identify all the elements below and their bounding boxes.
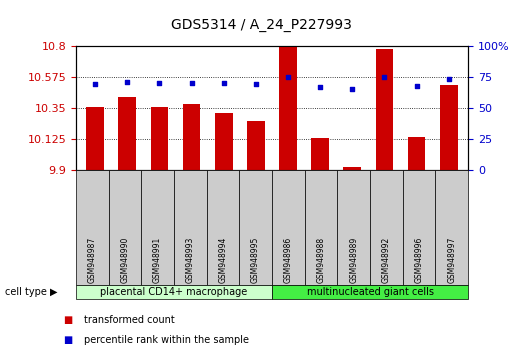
Text: GSM948992: GSM948992 [382, 237, 391, 283]
Point [123, 79, 131, 85]
Point [380, 74, 389, 80]
Bar [118, 97, 136, 170]
Bar [86, 107, 104, 170]
Bar [376, 50, 393, 170]
Bar [247, 121, 265, 170]
Text: placental CD14+ macrophage: placental CD14+ macrophage [100, 287, 247, 297]
Bar [279, 46, 297, 170]
Text: GSM948994: GSM948994 [219, 237, 228, 283]
Text: GSM948986: GSM948986 [284, 237, 293, 283]
Bar [344, 167, 361, 170]
Text: percentile rank within the sample: percentile rank within the sample [84, 335, 248, 345]
Text: GDS5314 / A_24_P227993: GDS5314 / A_24_P227993 [171, 18, 352, 32]
Text: cell type ▶: cell type ▶ [5, 287, 58, 297]
Bar [408, 137, 426, 170]
Point [252, 82, 260, 87]
Text: GSM948991: GSM948991 [153, 237, 162, 283]
Bar [215, 113, 233, 170]
Bar [151, 107, 168, 170]
Point [187, 80, 196, 86]
Point [413, 83, 421, 88]
Bar [440, 85, 458, 170]
Point [91, 82, 99, 87]
Text: ■: ■ [63, 315, 72, 325]
Point [348, 86, 357, 92]
Text: GSM948997: GSM948997 [447, 237, 456, 283]
Point [284, 74, 292, 80]
Text: ■: ■ [63, 335, 72, 345]
Text: GSM948989: GSM948989 [349, 237, 358, 283]
Point [316, 84, 324, 90]
Text: GSM948988: GSM948988 [316, 237, 325, 283]
Text: GSM948996: GSM948996 [415, 237, 424, 283]
Point [220, 80, 228, 86]
Text: GSM948990: GSM948990 [120, 237, 129, 283]
Bar [183, 104, 200, 170]
Text: GSM948987: GSM948987 [88, 237, 97, 283]
Bar [311, 138, 329, 170]
Text: GSM948995: GSM948995 [251, 237, 260, 283]
Point [445, 76, 453, 82]
Text: transformed count: transformed count [84, 315, 175, 325]
Text: GSM948993: GSM948993 [186, 237, 195, 283]
Text: multinucleated giant cells: multinucleated giant cells [306, 287, 434, 297]
Point [155, 80, 164, 86]
